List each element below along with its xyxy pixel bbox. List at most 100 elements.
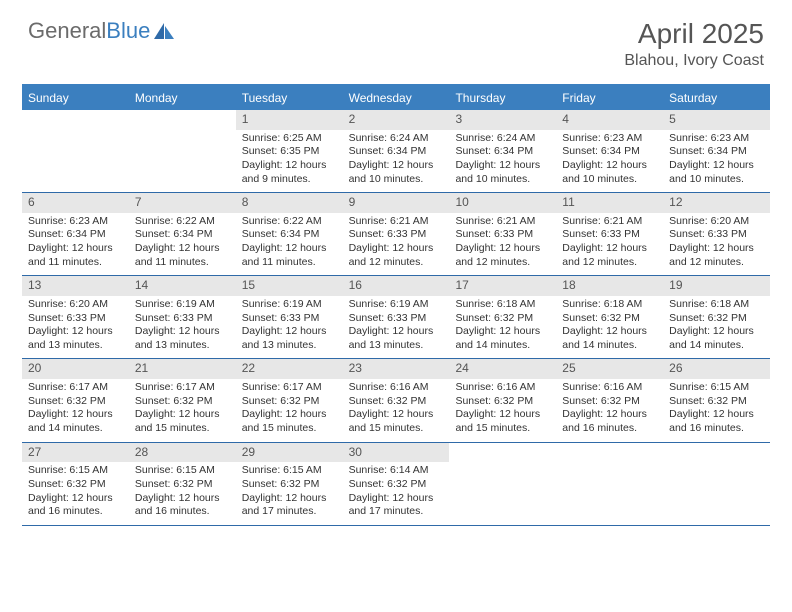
week-row: 1Sunrise: 6:25 AMSunset: 6:35 PMDaylight… <box>22 110 770 193</box>
day-number: 26 <box>663 359 770 379</box>
sunrise-text: Sunrise: 6:23 AM <box>669 132 764 146</box>
day-info: Sunrise: 6:18 AMSunset: 6:32 PMDaylight:… <box>663 298 770 353</box>
day-info: Sunrise: 6:15 AMSunset: 6:32 PMDaylight:… <box>129 464 236 519</box>
day-cell: 4Sunrise: 6:23 AMSunset: 6:34 PMDaylight… <box>556 110 663 192</box>
sunset-text: Sunset: 6:34 PM <box>562 145 657 159</box>
title-block: April 2025 Blahou, Ivory Coast <box>624 18 764 70</box>
day-number: 15 <box>236 276 343 296</box>
sunset-text: Sunset: 6:32 PM <box>455 395 550 409</box>
day-cell: 5Sunrise: 6:23 AMSunset: 6:34 PMDaylight… <box>663 110 770 192</box>
day-number: 1 <box>236 110 343 130</box>
day-cell <box>663 443 770 525</box>
day-info: Sunrise: 6:16 AMSunset: 6:32 PMDaylight:… <box>449 381 556 436</box>
day-info: Sunrise: 6:23 AMSunset: 6:34 PMDaylight:… <box>663 132 770 187</box>
sunset-text: Sunset: 6:32 PM <box>562 395 657 409</box>
daylight-text: Daylight: 12 hours and 14 minutes. <box>455 325 550 352</box>
day-number: 17 <box>449 276 556 296</box>
day-number: 18 <box>556 276 663 296</box>
day-cell: 14Sunrise: 6:19 AMSunset: 6:33 PMDayligh… <box>129 276 236 358</box>
logo: GeneralBlue <box>28 18 175 44</box>
day-cell: 9Sunrise: 6:21 AMSunset: 6:33 PMDaylight… <box>343 193 450 275</box>
sunset-text: Sunset: 6:34 PM <box>135 228 230 242</box>
sunrise-text: Sunrise: 6:17 AM <box>135 381 230 395</box>
sunrise-text: Sunrise: 6:20 AM <box>669 215 764 229</box>
daylight-text: Daylight: 12 hours and 16 minutes. <box>562 408 657 435</box>
daylight-text: Daylight: 12 hours and 12 minutes. <box>349 242 444 269</box>
daylight-text: Daylight: 12 hours and 9 minutes. <box>242 159 337 186</box>
day-header: Thursday <box>449 86 556 110</box>
sunrise-text: Sunrise: 6:16 AM <box>455 381 550 395</box>
day-info: Sunrise: 6:17 AMSunset: 6:32 PMDaylight:… <box>22 381 129 436</box>
sunrise-text: Sunrise: 6:23 AM <box>562 132 657 146</box>
day-cell: 12Sunrise: 6:20 AMSunset: 6:33 PMDayligh… <box>663 193 770 275</box>
sunset-text: Sunset: 6:32 PM <box>135 478 230 492</box>
daylight-text: Daylight: 12 hours and 12 minutes. <box>669 242 764 269</box>
day-cell: 16Sunrise: 6:19 AMSunset: 6:33 PMDayligh… <box>343 276 450 358</box>
daylight-text: Daylight: 12 hours and 10 minutes. <box>349 159 444 186</box>
day-header: Monday <box>129 86 236 110</box>
sunset-text: Sunset: 6:33 PM <box>242 312 337 326</box>
day-cell <box>449 443 556 525</box>
sunset-text: Sunset: 6:33 PM <box>562 228 657 242</box>
sunset-text: Sunset: 6:33 PM <box>135 312 230 326</box>
daylight-text: Daylight: 12 hours and 11 minutes. <box>242 242 337 269</box>
day-cell: 2Sunrise: 6:24 AMSunset: 6:34 PMDaylight… <box>343 110 450 192</box>
day-info: Sunrise: 6:18 AMSunset: 6:32 PMDaylight:… <box>449 298 556 353</box>
daylight-text: Daylight: 12 hours and 10 minutes. <box>562 159 657 186</box>
day-cell: 21Sunrise: 6:17 AMSunset: 6:32 PMDayligh… <box>129 359 236 441</box>
day-cell: 27Sunrise: 6:15 AMSunset: 6:32 PMDayligh… <box>22 443 129 525</box>
day-info: Sunrise: 6:15 AMSunset: 6:32 PMDaylight:… <box>236 464 343 519</box>
day-number: 25 <box>556 359 663 379</box>
sunset-text: Sunset: 6:33 PM <box>28 312 123 326</box>
day-cell: 13Sunrise: 6:20 AMSunset: 6:33 PMDayligh… <box>22 276 129 358</box>
day-number: 12 <box>663 193 770 213</box>
daylight-text: Daylight: 12 hours and 14 minutes. <box>562 325 657 352</box>
day-number: 14 <box>129 276 236 296</box>
day-info: Sunrise: 6:21 AMSunset: 6:33 PMDaylight:… <box>449 215 556 270</box>
day-info: Sunrise: 6:17 AMSunset: 6:32 PMDaylight:… <box>129 381 236 436</box>
day-number: 13 <box>22 276 129 296</box>
daylight-text: Daylight: 12 hours and 15 minutes. <box>242 408 337 435</box>
daylight-text: Daylight: 12 hours and 16 minutes. <box>28 492 123 519</box>
day-cell: 1Sunrise: 6:25 AMSunset: 6:35 PMDaylight… <box>236 110 343 192</box>
location: Blahou, Ivory Coast <box>624 52 764 70</box>
day-number: 10 <box>449 193 556 213</box>
day-info: Sunrise: 6:15 AMSunset: 6:32 PMDaylight:… <box>663 381 770 436</box>
day-info: Sunrise: 6:23 AMSunset: 6:34 PMDaylight:… <box>22 215 129 270</box>
day-info: Sunrise: 6:16 AMSunset: 6:32 PMDaylight:… <box>343 381 450 436</box>
sunrise-text: Sunrise: 6:18 AM <box>669 298 764 312</box>
sunrise-text: Sunrise: 6:24 AM <box>349 132 444 146</box>
day-cell: 17Sunrise: 6:18 AMSunset: 6:32 PMDayligh… <box>449 276 556 358</box>
day-info: Sunrise: 6:21 AMSunset: 6:33 PMDaylight:… <box>556 215 663 270</box>
header: GeneralBlue April 2025 Blahou, Ivory Coa… <box>0 0 792 78</box>
day-info: Sunrise: 6:20 AMSunset: 6:33 PMDaylight:… <box>663 215 770 270</box>
day-cell: 3Sunrise: 6:24 AMSunset: 6:34 PMDaylight… <box>449 110 556 192</box>
day-cell: 30Sunrise: 6:14 AMSunset: 6:32 PMDayligh… <box>343 443 450 525</box>
daylight-text: Daylight: 12 hours and 10 minutes. <box>669 159 764 186</box>
day-number <box>449 443 556 463</box>
daylight-text: Daylight: 12 hours and 16 minutes. <box>135 492 230 519</box>
daylight-text: Daylight: 12 hours and 11 minutes. <box>28 242 123 269</box>
day-header: Saturday <box>663 86 770 110</box>
day-cell: 19Sunrise: 6:18 AMSunset: 6:32 PMDayligh… <box>663 276 770 358</box>
sunset-text: Sunset: 6:32 PM <box>455 312 550 326</box>
sunrise-text: Sunrise: 6:21 AM <box>562 215 657 229</box>
sunset-text: Sunset: 6:34 PM <box>349 145 444 159</box>
day-number: 19 <box>663 276 770 296</box>
sunset-text: Sunset: 6:32 PM <box>28 395 123 409</box>
week-row: 6Sunrise: 6:23 AMSunset: 6:34 PMDaylight… <box>22 193 770 276</box>
day-header-row: Sunday Monday Tuesday Wednesday Thursday… <box>22 86 770 110</box>
day-header: Friday <box>556 86 663 110</box>
sunrise-text: Sunrise: 6:17 AM <box>242 381 337 395</box>
day-info: Sunrise: 6:18 AMSunset: 6:32 PMDaylight:… <box>556 298 663 353</box>
day-number: 5 <box>663 110 770 130</box>
day-info: Sunrise: 6:20 AMSunset: 6:33 PMDaylight:… <box>22 298 129 353</box>
sunrise-text: Sunrise: 6:24 AM <box>455 132 550 146</box>
day-cell <box>22 110 129 192</box>
sunset-text: Sunset: 6:34 PM <box>455 145 550 159</box>
sunrise-text: Sunrise: 6:15 AM <box>28 464 123 478</box>
daylight-text: Daylight: 12 hours and 17 minutes. <box>242 492 337 519</box>
day-cell: 29Sunrise: 6:15 AMSunset: 6:32 PMDayligh… <box>236 443 343 525</box>
day-number <box>556 443 663 463</box>
daylight-text: Daylight: 12 hours and 16 minutes. <box>669 408 764 435</box>
